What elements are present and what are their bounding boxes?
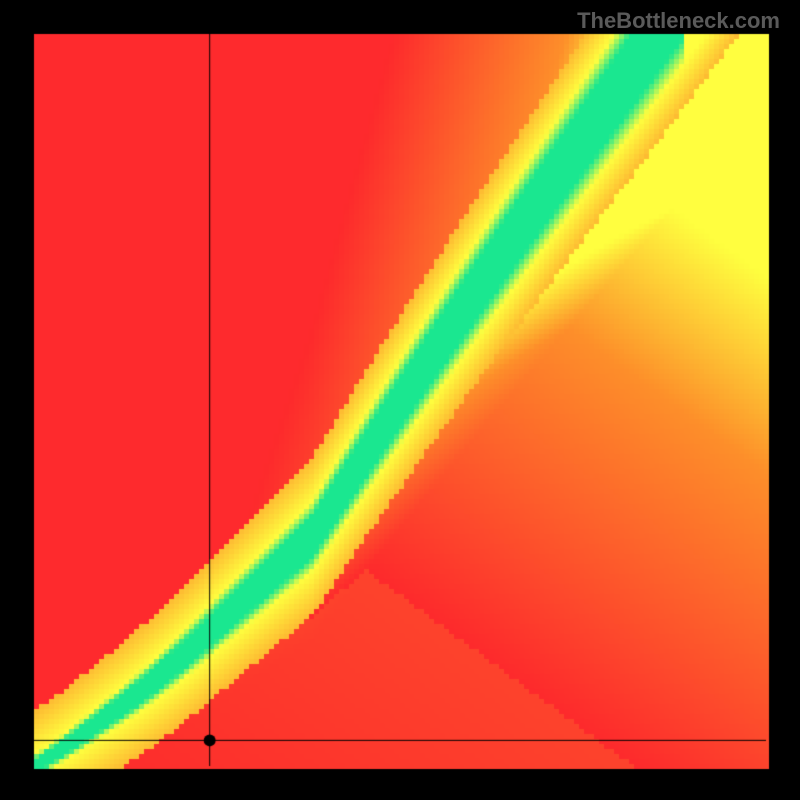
bottleneck-heatmap <box>0 0 800 800</box>
watermark-text: TheBottleneck.com <box>577 8 780 34</box>
